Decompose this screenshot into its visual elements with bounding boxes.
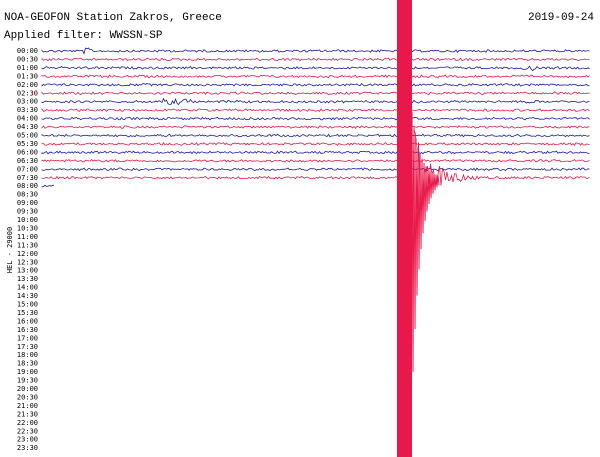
time-label: 03:30 — [17, 106, 38, 114]
trace — [41, 91, 590, 96]
trace — [41, 150, 590, 155]
time-label: 14:00 — [17, 284, 38, 292]
time-label: 17:00 — [17, 334, 38, 342]
time-label: 01:30 — [17, 72, 38, 80]
time-label: 20:30 — [17, 393, 38, 401]
time-label: 22:30 — [17, 427, 38, 435]
time-label: 20:00 — [17, 385, 38, 393]
trace — [41, 74, 590, 79]
time-label: 10:30 — [17, 224, 38, 232]
time-label: 05:30 — [17, 140, 38, 148]
time-label: 03:00 — [17, 98, 38, 106]
time-label: 15:30 — [17, 309, 38, 317]
trace — [41, 116, 590, 121]
date: 2019-09-24 — [528, 12, 594, 24]
time-label: 22:00 — [17, 419, 38, 427]
time-label: 21:30 — [17, 410, 38, 418]
traces — [41, 0, 590, 457]
time-label: 06:00 — [17, 148, 38, 156]
time-label: 13:30 — [17, 275, 38, 283]
time-label: 00:30 — [17, 55, 38, 63]
time-label: 08:30 — [17, 191, 38, 199]
trace — [41, 125, 590, 129]
quake-coda — [411, 111, 440, 372]
time-label: 11:30 — [17, 241, 38, 249]
time-label: 02:30 — [17, 89, 38, 97]
axis-label: HEL - 29000 — [6, 227, 14, 273]
trace — [41, 83, 590, 87]
time-label: 14:30 — [17, 292, 38, 300]
time-label: 12:30 — [17, 258, 38, 266]
trace — [41, 129, 590, 227]
time-label: 08:00 — [17, 182, 38, 190]
time-label: 05:00 — [17, 132, 38, 140]
saturated-quake — [397, 0, 412, 457]
time-label: 16:30 — [17, 326, 38, 334]
time-label: 11:00 — [17, 233, 38, 241]
trace — [41, 97, 590, 106]
trace — [41, 107, 590, 113]
trace — [41, 167, 590, 172]
time-label: 09:00 — [17, 199, 38, 207]
time-label: 09:30 — [17, 208, 38, 216]
filter: Applied filter: WWSSN-SP — [4, 30, 163, 42]
time-label: 18:30 — [17, 360, 38, 368]
title: NOA-GEOFON Station Zakros, Greece — [4, 12, 222, 24]
time-label: 04:00 — [17, 115, 38, 123]
trace — [41, 47, 590, 55]
time-label: 18:00 — [17, 351, 38, 359]
time-label: 04:30 — [17, 123, 38, 131]
time-label: 23:30 — [17, 444, 38, 452]
time-label: 17:30 — [17, 343, 38, 351]
time-label: 23:00 — [17, 436, 38, 444]
trace — [41, 159, 590, 163]
time-label: 07:30 — [17, 174, 38, 182]
time-label: 19:30 — [17, 377, 38, 385]
time-label: 02:00 — [17, 81, 38, 89]
time-label: 13:00 — [17, 267, 38, 275]
time-label: 16:00 — [17, 317, 38, 325]
trace — [41, 65, 590, 72]
time-label: 07:00 — [17, 165, 38, 173]
trace — [41, 133, 590, 138]
trace — [41, 184, 55, 188]
trace — [41, 142, 590, 146]
time-label: 21:00 — [17, 402, 38, 410]
time-label: 15:00 — [17, 301, 38, 309]
time-label: 06:30 — [17, 157, 38, 165]
trace — [41, 57, 590, 62]
time-label: 19:00 — [17, 368, 38, 376]
time-label: 10:00 — [17, 216, 38, 224]
time-label: 00:00 — [17, 47, 38, 55]
time-label: 12:00 — [17, 250, 38, 258]
time-label: 01:00 — [17, 64, 38, 72]
